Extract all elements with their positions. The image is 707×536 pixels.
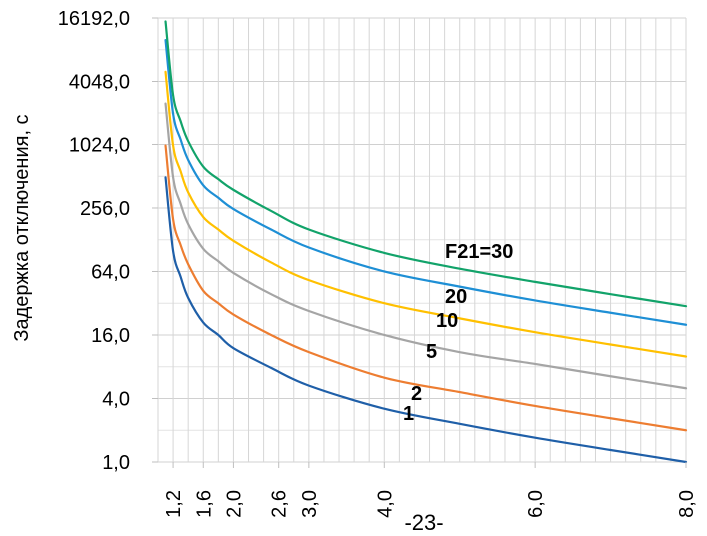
- x-tick-label: 8,0: [676, 490, 698, 518]
- x-tick-label: 4,0: [374, 490, 396, 518]
- series-label-6: F21=30: [445, 241, 513, 263]
- series-line-6: [164, 20, 688, 308]
- series-line-2: [164, 144, 688, 432]
- y-tick-label: 4,0: [102, 388, 130, 410]
- x-tick-label: 2,0: [223, 490, 245, 518]
- x-tick-label: 3,0: [299, 490, 321, 518]
- series-label-5: 20: [445, 286, 467, 308]
- y-tick-label: 1,0: [102, 452, 130, 474]
- page-number: -23-: [404, 510, 443, 535]
- y-tick-label: 64,0: [91, 261, 130, 283]
- x-tick-label: 1,2: [163, 490, 185, 518]
- x-tick-label: 1,6: [193, 490, 215, 518]
- y-axis-label: Задержка отключения, с: [11, 114, 33, 341]
- y-tick-label: 1024,0: [69, 134, 130, 156]
- series-line-1: [164, 176, 688, 464]
- series-label-2: 2: [411, 383, 422, 405]
- y-tick-label: 16,0: [91, 325, 130, 347]
- y-tick-label: 4048,0: [69, 72, 130, 94]
- series-label-4: 10: [436, 310, 458, 332]
- y-axis-ticks: 1,0 4,0 16,0 64,0 256,0 1024,0 4048,0 16192,0: [58, 8, 158, 474]
- series-line-3: [164, 102, 688, 390]
- y-tick-label: 256,0: [80, 198, 130, 220]
- x-tick-label: 6,0: [525, 490, 547, 518]
- x-tick-label: 2,6: [269, 490, 291, 518]
- x-axis-ticks: 1,2 1,6 2,0 2,6 3,0 4,0 6,0 8,0: [163, 462, 698, 518]
- series-label-3: 5: [426, 341, 437, 363]
- series-label-1: 1: [403, 403, 414, 425]
- series-line-5: [164, 38, 688, 326]
- series-lines: [164, 20, 688, 464]
- series-line-4: [164, 70, 688, 358]
- y-tick-label: 16192,0: [58, 8, 130, 30]
